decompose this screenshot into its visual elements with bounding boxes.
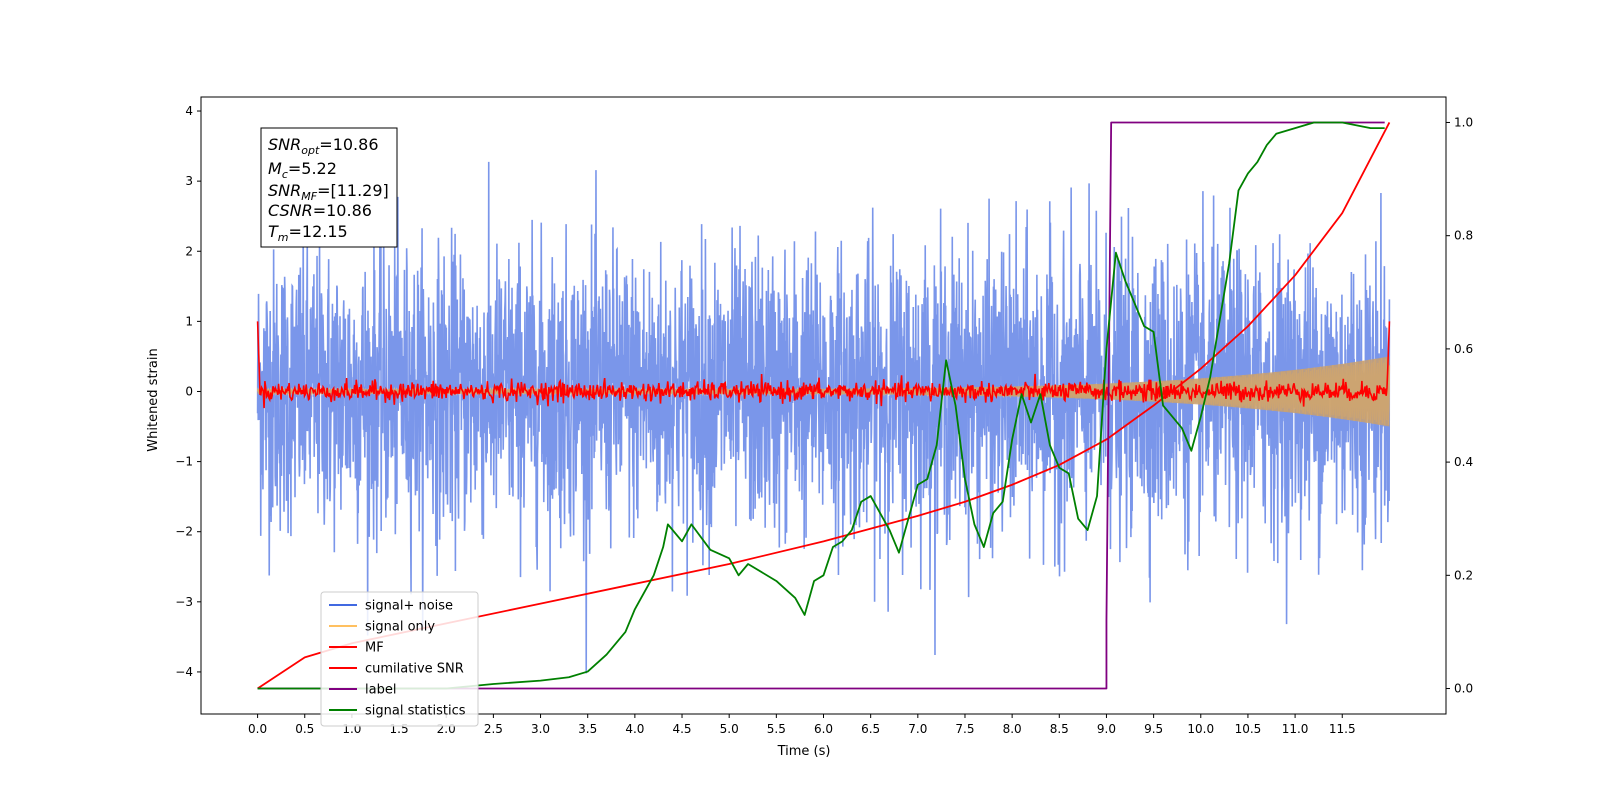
x-tick-label: 3.5 [578, 722, 597, 736]
x-tick-label: 5.5 [767, 722, 786, 736]
y-tick-label: 2 [185, 244, 193, 258]
y-tick-label: 3 [185, 174, 193, 188]
y2-tick-label: 0.2 [1454, 568, 1473, 582]
x-tick-label: 9.0 [1097, 722, 1116, 736]
x-tick-label: 8.0 [1003, 722, 1022, 736]
annotation-mc: Mc=5.22 [268, 159, 337, 181]
x-tick-label: 8.5 [1050, 722, 1069, 736]
x-tick-label: 7.5 [955, 722, 974, 736]
y-tick-label: 1 [185, 314, 193, 328]
y2-tick-label: 0.8 [1454, 229, 1473, 243]
x-tick-label: 4.5 [672, 722, 691, 736]
x-tick-label: 10.5 [1235, 722, 1262, 736]
x-tick-label: 5.0 [720, 722, 739, 736]
y-axis-label: Whitened strain [146, 348, 161, 451]
x-tick-label: 2.5 [484, 722, 503, 736]
y2-tick-label: 1.0 [1454, 115, 1473, 129]
x-tick-label: 3.0 [531, 722, 550, 736]
series-signal-noise [256, 161, 1391, 674]
legend-box [320, 591, 479, 727]
series-signal-statistics [257, 121, 1385, 690]
legend-label: signal statistics [365, 704, 466, 719]
annotation-csnr: CSNR=10.86 [268, 201, 372, 220]
x-tick-label: 9.5 [1144, 722, 1163, 736]
y-tick-label: 4 [185, 104, 193, 118]
y-tick-label: −3 [175, 595, 193, 609]
annotation-snr-mf: SNRMF=[11.29] [268, 181, 389, 203]
y2-tick-label: 0.0 [1454, 682, 1473, 696]
x-tick-label: 11.5 [1329, 722, 1356, 736]
series-label [257, 121, 1385, 690]
x-tick-label: 6.0 [814, 722, 833, 736]
x-tick-label: 7.0 [908, 722, 927, 736]
x-tick-label: 10.0 [1187, 722, 1214, 736]
x-tick-label: 4.0 [625, 722, 644, 736]
y-tick-label: −2 [175, 525, 193, 539]
annotation-tm: Tm=12.15 [268, 222, 348, 244]
x-tick-label: 0.5 [295, 722, 314, 736]
x-tick-label: 6.5 [861, 722, 880, 736]
legend: signal+ noise signal only MF cumilative SNR… [320, 591, 479, 727]
axes: 0.0 0.5 1.0 1.5 2.0 2.5 3.0 3.5 4.0 4.5 5.0 5.5 6.0 6… [175, 96, 1473, 736]
y2-tick-label: 0.6 [1454, 342, 1473, 356]
x-tick-label: 11.0 [1282, 722, 1309, 736]
x-axis-label: Time (s) [777, 744, 831, 759]
plot-area [256, 121, 1391, 690]
legend-label: label [365, 683, 396, 698]
legend-label: signal only [365, 620, 435, 635]
series-signal-only-envelope [257, 356, 1390, 427]
y2-tick-label: 0.4 [1454, 455, 1473, 469]
series-mf [256, 321, 1391, 409]
y-tick-label: −4 [175, 665, 193, 679]
x-tick-label: 0.0 [248, 722, 267, 736]
legend-label: MF [365, 641, 384, 656]
y-tick-label: 0 [185, 384, 193, 398]
legend-label: signal+ noise [365, 599, 453, 614]
stats-annotation: SNRopt=10.86 Mc=5.22 SNRMF=[11.29] CSNR=… [260, 127, 398, 248]
annotation-box [260, 127, 398, 248]
y-tick-label: −1 [175, 455, 193, 469]
legend-label: cumilative SNR [365, 662, 464, 677]
annotation-snr-opt: SNRopt=10.86 [268, 135, 379, 157]
